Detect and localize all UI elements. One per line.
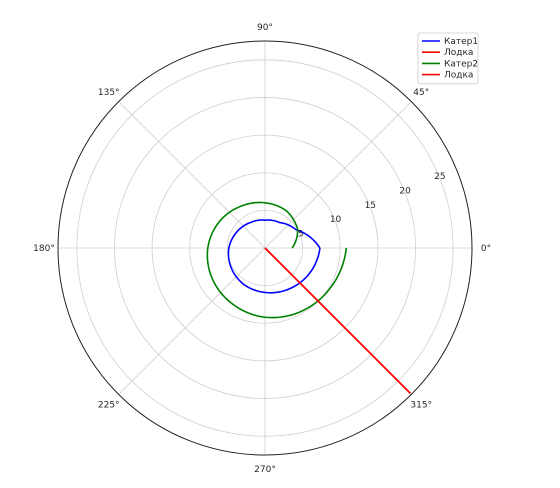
legend-entry: Лодка	[444, 71, 473, 81]
angle-tick-label: 225°	[98, 400, 120, 410]
angular-gridline-45	[264, 101, 412, 249]
polar-frame	[57, 40, 473, 456]
radial-tick-label: 15	[365, 201, 376, 211]
radial-tick-label: 25	[434, 172, 445, 182]
angular-gridline-135	[118, 101, 266, 249]
series-layer	[206, 201, 411, 394]
tick-labels: 0° 45° 90° 135° 180° 225° 270° 315° 5 10 15 20 25	[33, 23, 491, 475]
angle-tick-label: 0°	[481, 244, 491, 254]
legend-entry: Лодка	[444, 48, 473, 58]
angle-tick-label: 270°	[254, 465, 276, 475]
series-line-1	[227, 219, 321, 294]
radial-tick-label: 10	[330, 215, 342, 225]
angle-tick-label: 180°	[33, 244, 55, 254]
angle-tick-label: 315°	[410, 400, 432, 410]
angular-gridline-225	[118, 247, 266, 395]
radial-tick-label: 5	[298, 230, 304, 240]
legend-box	[417, 32, 479, 85]
angle-tick-label: 90°	[257, 23, 273, 33]
legend-entry: Катер1	[444, 37, 478, 47]
series-line-3	[206, 201, 348, 319]
legend-entry: Катер2	[444, 59, 478, 69]
angle-tick-label: 135°	[98, 88, 120, 98]
series-line-4	[264, 247, 411, 394]
angle-tick-label: 45°	[413, 88, 429, 98]
radial-tick-label: 20	[399, 186, 411, 196]
